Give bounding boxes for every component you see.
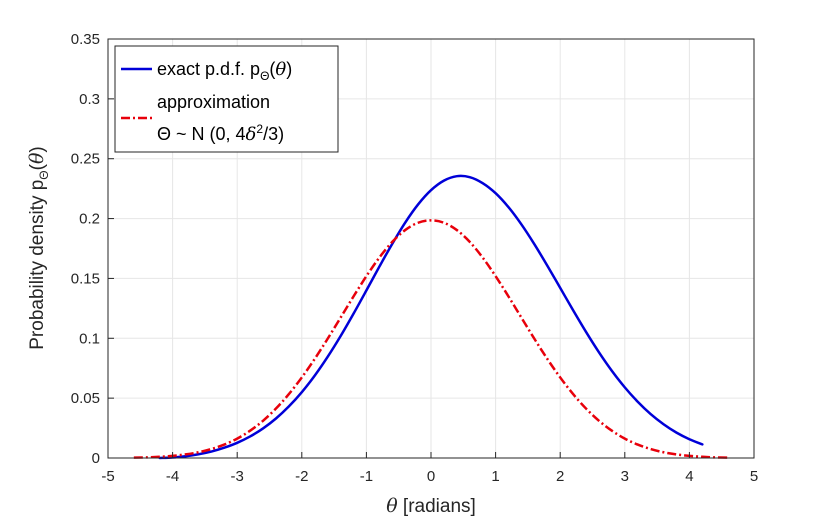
series-layer [133, 174, 729, 460]
x-tick-label-0: -5 [101, 468, 114, 485]
y-tick-label-2: 0.1 [79, 330, 100, 347]
legend-entry-approximation-prefix: Θ ~ N (0, 4 [157, 124, 246, 144]
legend-entry-exact-pdf-subscript: Θ [260, 69, 269, 83]
x-axis-label-symbol: θ [386, 495, 398, 517]
x-tick-label-1: -4 [166, 468, 179, 485]
legend-entry-approximation-line1: approximation [157, 92, 270, 112]
y-tick-label-3: 0.15 [71, 270, 100, 287]
y-axis-label-symbol: θ [26, 152, 48, 164]
y-tick-label-0: 0 [92, 450, 100, 467]
x-tick-label-8: 3 [621, 468, 629, 485]
x-axis-label: θ [radians] [386, 495, 476, 517]
y-axis-label-main: Probability density p [27, 180, 48, 350]
y-axis-label: Probability density pΘ(θ) [26, 146, 51, 350]
y-axis-label-paren-open: ( [27, 163, 48, 170]
y-tick-label-6: 0.3 [79, 91, 100, 108]
legend-entry-exact-pdf-paren-open: ( [269, 59, 275, 79]
legend-entry-approximation-line2: Θ ~ N (0, 4δ2/3) [157, 122, 284, 145]
legend: exact p.d.f. pΘ(θ) approximation Θ ~ N (… [114, 45, 339, 153]
y-tick-label-4: 0.2 [79, 211, 100, 228]
x-tick-label-5: 0 [427, 468, 435, 485]
series-line-exact-pdf [158, 174, 704, 460]
legend-entry-approximation-delta: δ [246, 124, 257, 145]
legend-entry-exact-pdf: exact p.d.f. pΘ(θ) [157, 59, 292, 83]
x-tick-label-10: 5 [750, 468, 758, 485]
y-tick-label-5: 0.25 [71, 151, 100, 168]
x-tick-label-3: -2 [295, 468, 308, 485]
y-axis-label-subscript: Θ [37, 170, 51, 179]
legend-entry-approximation-suffix: /3) [263, 124, 284, 144]
y-tick-label-1: 0.05 [71, 390, 100, 407]
x-tick-label-4: -1 [360, 468, 373, 485]
series-line-approximation [133, 219, 729, 459]
legend-entry-exact-pdf-symbol: θ [275, 59, 286, 80]
legend-entry-approximation-superscript: 2 [256, 122, 263, 136]
x-tick-label-2: -3 [231, 468, 244, 485]
y-tick-label-7: 0.35 [71, 31, 100, 48]
x-tick-label-9: 4 [685, 468, 693, 485]
tick-layer: -5 -4 -3 -2 -1 0 1 2 3 4 5 0 0.05 0.1 0.15 0.2 0.25 0.3 0.… [71, 31, 758, 485]
svg-text:Probability density pΘ(θ): Probability density pΘ(θ) [26, 146, 51, 350]
y-axis-label-paren-close: ) [27, 146, 48, 152]
x-tick-label-6: 1 [491, 468, 499, 485]
legend-entry-exact-pdf-main: exact p.d.f. p [157, 59, 260, 79]
x-axis-label-text: [radians] [398, 496, 476, 517]
x-tick-label-7: 2 [556, 468, 564, 485]
legend-entry-exact-pdf-paren-close: ) [286, 59, 292, 79]
legend-box [114, 45, 339, 153]
